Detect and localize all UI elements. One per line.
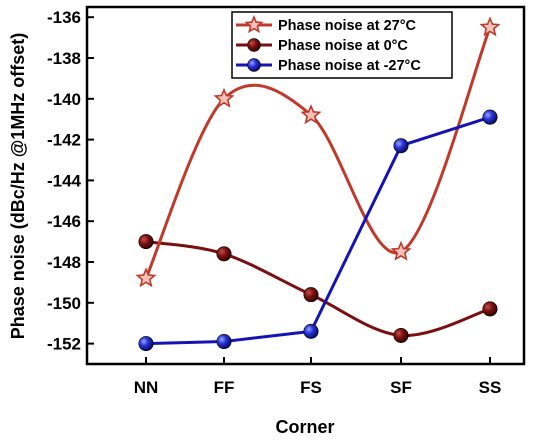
x-tick-label: FF — [214, 378, 235, 397]
y-axis-title: Phase noise (dBc/Hz @1MHz offset) — [8, 33, 28, 340]
plot-frame — [85, 5, 526, 366]
series-line — [144, 26, 492, 279]
data-point — [390, 240, 412, 261]
data-point — [482, 109, 498, 125]
y-tick-label: -144 — [47, 171, 82, 190]
data-point — [138, 336, 154, 352]
series-line — [145, 240, 491, 337]
x-tick-label: NN — [134, 378, 159, 397]
series-line — [145, 115, 491, 346]
series-2 — [138, 109, 498, 352]
y-tick-label: -146 — [47, 212, 81, 231]
data-point — [482, 301, 498, 317]
x-tick-label: SS — [479, 378, 502, 397]
x-axis: NN FF FS SF SS — [134, 357, 502, 397]
legend-marker — [247, 38, 261, 52]
data-point — [393, 138, 409, 154]
data-point — [303, 323, 319, 339]
legend-label: Phase noise at 0°C — [278, 38, 408, 54]
legend-item: Phase noise at 27°C — [236, 14, 416, 34]
legend-marker — [247, 58, 261, 72]
y-axis: -136 -138 -140 -142 -144 -146 -148 -150 -152 — [47, 8, 94, 354]
data-point — [300, 104, 322, 125]
y-tick-label: -150 — [47, 294, 81, 313]
legend-label: Phase noise at -27°C — [278, 58, 421, 74]
series-0 — [135, 16, 501, 288]
data-point — [303, 287, 319, 303]
y-tick-label: -140 — [47, 90, 81, 109]
legend-item: Phase noise at 0°C — [236, 38, 408, 54]
legend-label: Phase noise at 27°C — [278, 18, 416, 34]
data-point — [393, 327, 409, 343]
y-tick-label: -136 — [47, 8, 81, 27]
series-1 — [138, 234, 498, 343]
y-tick-label: -152 — [47, 335, 81, 354]
data-point — [216, 246, 232, 262]
series-layer — [135, 16, 501, 352]
data-point — [213, 87, 235, 108]
data-point — [138, 234, 154, 250]
y-tick-label: -148 — [47, 253, 81, 272]
y-tick-label: -142 — [47, 131, 81, 150]
x-tick-label: SF — [390, 378, 412, 397]
y-tick-label: -138 — [47, 49, 81, 68]
data-point — [135, 267, 157, 288]
x-axis-title: Corner — [275, 417, 334, 437]
data-point — [479, 16, 501, 37]
legend-item: Phase noise at -27°C — [236, 58, 421, 74]
legend-marker — [244, 14, 264, 34]
legend: Phase noise at 27°C Phase noise at 0°C Pha… — [231, 11, 453, 79]
x-tick-label: FS — [300, 378, 322, 397]
data-point — [216, 334, 232, 350]
